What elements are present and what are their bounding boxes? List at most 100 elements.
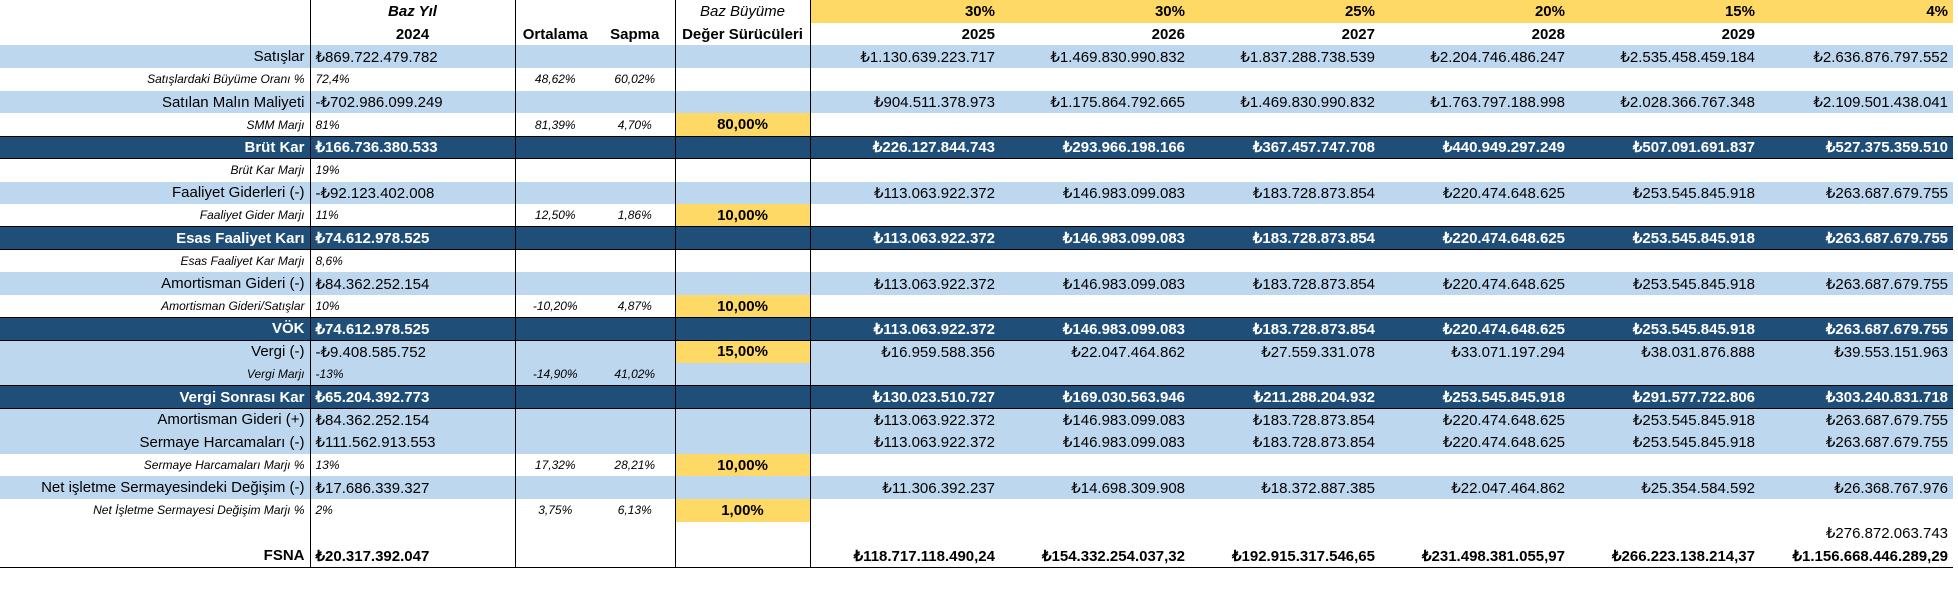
deviation-cell[interactable] (595, 544, 676, 568)
header-value-drivers[interactable]: Değer Sürücüleri (675, 22, 811, 46)
forecast-value-cell[interactable] (810, 363, 1000, 386)
forecast-value-cell[interactable] (1380, 499, 1570, 522)
header-year-cell[interactable]: 2028 (1531, 25, 1565, 43)
forecast-value-cell[interactable]: ₺367.457.747.708 (1190, 135, 1380, 160)
forecast-value-cell[interactable]: ₺33.071.197.294 (1380, 340, 1570, 363)
average-cell[interactable]: 17,32% (515, 453, 595, 477)
forecast-value-cell[interactable]: ₺146.983.099.083 (1000, 272, 1190, 295)
forecast-value-cell[interactable]: ₺39.553.151.963 (1760, 340, 1953, 363)
forecast-value-cell[interactable] (1570, 249, 1760, 273)
average-cell[interactable] (515, 249, 595, 273)
header-blank-cell[interactable] (595, 0, 676, 23)
header-deviation[interactable]: Sapma (595, 22, 676, 46)
value-driver-cell[interactable] (675, 135, 811, 160)
base-year-value-cell[interactable]: ₺20.317.392.047 (310, 544, 516, 568)
forecast-value-cell[interactable]: ₺2.204.746.486.247 (1380, 45, 1570, 69)
forecast-value-cell[interactable]: ₺183.728.873.854 (1190, 272, 1380, 295)
forecast-value-cell[interactable] (1190, 453, 1380, 477)
forecast-value-cell[interactable] (1000, 521, 1190, 545)
forecast-value-cell[interactable] (810, 521, 1000, 545)
forecast-value-cell[interactable]: ₺113.063.922.372 (810, 181, 1000, 205)
average-cell[interactable] (515, 408, 595, 432)
forecast-value-cell[interactable] (1570, 363, 1760, 386)
base-year-value-cell[interactable]: ₺869.722.479.782 (310, 45, 516, 69)
forecast-value-cell[interactable]: ₺146.983.099.083 (1000, 431, 1190, 454)
forecast-value-cell[interactable]: ₺113.063.922.372 (810, 317, 1000, 341)
average-cell[interactable] (515, 226, 595, 251)
deviation-cell[interactable]: 6,13% (595, 499, 676, 522)
forecast-value-cell[interactable] (810, 158, 1000, 182)
forecast-value-cell[interactable]: ₺263.687.679.755 (1760, 431, 1953, 454)
row-label-cell[interactable] (0, 521, 311, 545)
forecast-value-cell[interactable] (1380, 68, 1570, 91)
header-average[interactable]: Ortalama (522, 25, 588, 43)
forecast-value-cell[interactable] (1190, 521, 1380, 545)
forecast-value-cell[interactable] (1190, 68, 1380, 91)
growth-rate-cell[interactable]: 15% (1570, 0, 1760, 23)
forecast-value-cell[interactable] (1380, 453, 1570, 477)
forecast-value-cell[interactable] (1190, 499, 1380, 522)
forecast-value-cell[interactable]: ₺263.687.679.755 (1760, 272, 1953, 295)
forecast-value-cell[interactable]: ₺1.130.639.223.717 (810, 45, 1000, 69)
forecast-value-cell[interactable] (1190, 249, 1380, 273)
forecast-value-cell[interactable] (1000, 453, 1190, 477)
value-driver-cell[interactable] (675, 181, 811, 205)
forecast-value-cell[interactable] (1380, 113, 1570, 137)
forecast-value-cell[interactable]: ₺183.728.873.854 (1190, 226, 1380, 251)
forecast-value-cell[interactable] (1190, 113, 1380, 137)
forecast-value-cell[interactable]: ₺1.156.668.446.289,29 (1760, 544, 1953, 568)
value-driver-cell[interactable] (675, 521, 811, 545)
row-label-cell[interactable]: Vergi Marjı (0, 363, 311, 386)
forecast-value-cell[interactable]: ₺1.763.797.188.998 (1380, 90, 1570, 114)
forecast-value-cell[interactable] (1760, 453, 1953, 477)
forecast-value-cell[interactable]: ₺2.535.458.459.184 (1570, 45, 1760, 69)
header-year-cell[interactable]: 2025 (961, 25, 995, 43)
base-year-value-cell[interactable] (310, 521, 516, 545)
base-year-value-cell[interactable]: 11% (310, 204, 516, 227)
deviation-cell[interactable]: 1,86% (595, 204, 676, 227)
forecast-value-cell[interactable]: ₺904.511.378.973 (810, 90, 1000, 114)
average-cell[interactable]: 81,39% (515, 113, 595, 137)
forecast-value-cell[interactable]: ₺192.915.317.546,65 (1190, 544, 1380, 568)
forecast-value-cell[interactable]: ₺146.983.099.083 (1000, 181, 1190, 205)
forecast-value-cell[interactable]: ₺1.837.288.738.539 (1190, 45, 1380, 69)
forecast-value-cell[interactable]: ₺1.469.830.990.832 (1190, 90, 1380, 114)
average-cell[interactable] (515, 431, 595, 454)
base-year-value-cell[interactable]: ₺17.686.339.327 (310, 476, 516, 500)
forecast-value-cell[interactable]: ₺220.474.648.625 (1380, 431, 1570, 454)
forecast-value-cell[interactable]: ₺169.030.563.946 (1000, 385, 1190, 409)
header-base-year-label[interactable]: Baz Yıl (310, 0, 516, 23)
base-year-value-cell[interactable]: ₺74.612.978.525 (310, 317, 516, 341)
base-year-value-cell[interactable]: ₺84.362.252.154 (310, 408, 516, 432)
growth-rate-cell[interactable]: 4% (1760, 0, 1953, 23)
deviation-cell[interactable] (595, 226, 676, 251)
forecast-value-cell[interactable]: ₺130.023.510.727 (810, 385, 1000, 409)
row-label-cell[interactable]: Brüt Kar Marjı (0, 158, 311, 182)
forecast-value-cell[interactable]: ₺253.545.845.918 (1570, 226, 1760, 251)
header-blank-cell[interactable] (0, 22, 311, 46)
average-cell[interactable] (515, 317, 595, 341)
forecast-value-cell[interactable] (1000, 204, 1190, 227)
forecast-value-cell[interactable] (1760, 158, 1953, 182)
forecast-value-cell[interactable]: ₺22.047.464.862 (1380, 476, 1570, 500)
base-year-value-cell[interactable]: ₺166.736.380.533 (310, 135, 516, 160)
value-driver-cell[interactable]: 10,00% (675, 204, 811, 227)
value-driver-cell[interactable] (675, 408, 811, 432)
deviation-cell[interactable] (595, 431, 676, 454)
deviation-cell[interactable]: 4,70% (595, 113, 676, 137)
average-cell[interactable]: -10,20% (515, 294, 595, 318)
forecast-value-cell[interactable] (810, 113, 1000, 137)
row-label-cell[interactable]: Faaliyet Gider Marjı (0, 204, 311, 227)
forecast-value-cell[interactable]: ₺253.545.845.918 (1570, 317, 1760, 341)
value-driver-cell[interactable] (675, 68, 811, 91)
forecast-value-cell[interactable] (810, 204, 1000, 227)
forecast-value-cell[interactable]: ₺27.559.331.078 (1190, 340, 1380, 363)
forecast-value-cell[interactable]: ₺293.966.198.166 (1000, 135, 1190, 160)
header-year-cell[interactable] (1760, 23, 1953, 46)
forecast-value-cell[interactable]: ₺2.636.876.797.552 (1760, 45, 1953, 69)
forecast-value-cell[interactable]: ₺113.063.922.372 (810, 272, 1000, 295)
deviation-cell[interactable] (595, 272, 676, 295)
forecast-value-cell[interactable]: ₺220.474.648.625 (1380, 317, 1570, 341)
forecast-value-cell[interactable] (1000, 113, 1190, 137)
average-cell[interactable]: 12,50% (515, 204, 595, 227)
